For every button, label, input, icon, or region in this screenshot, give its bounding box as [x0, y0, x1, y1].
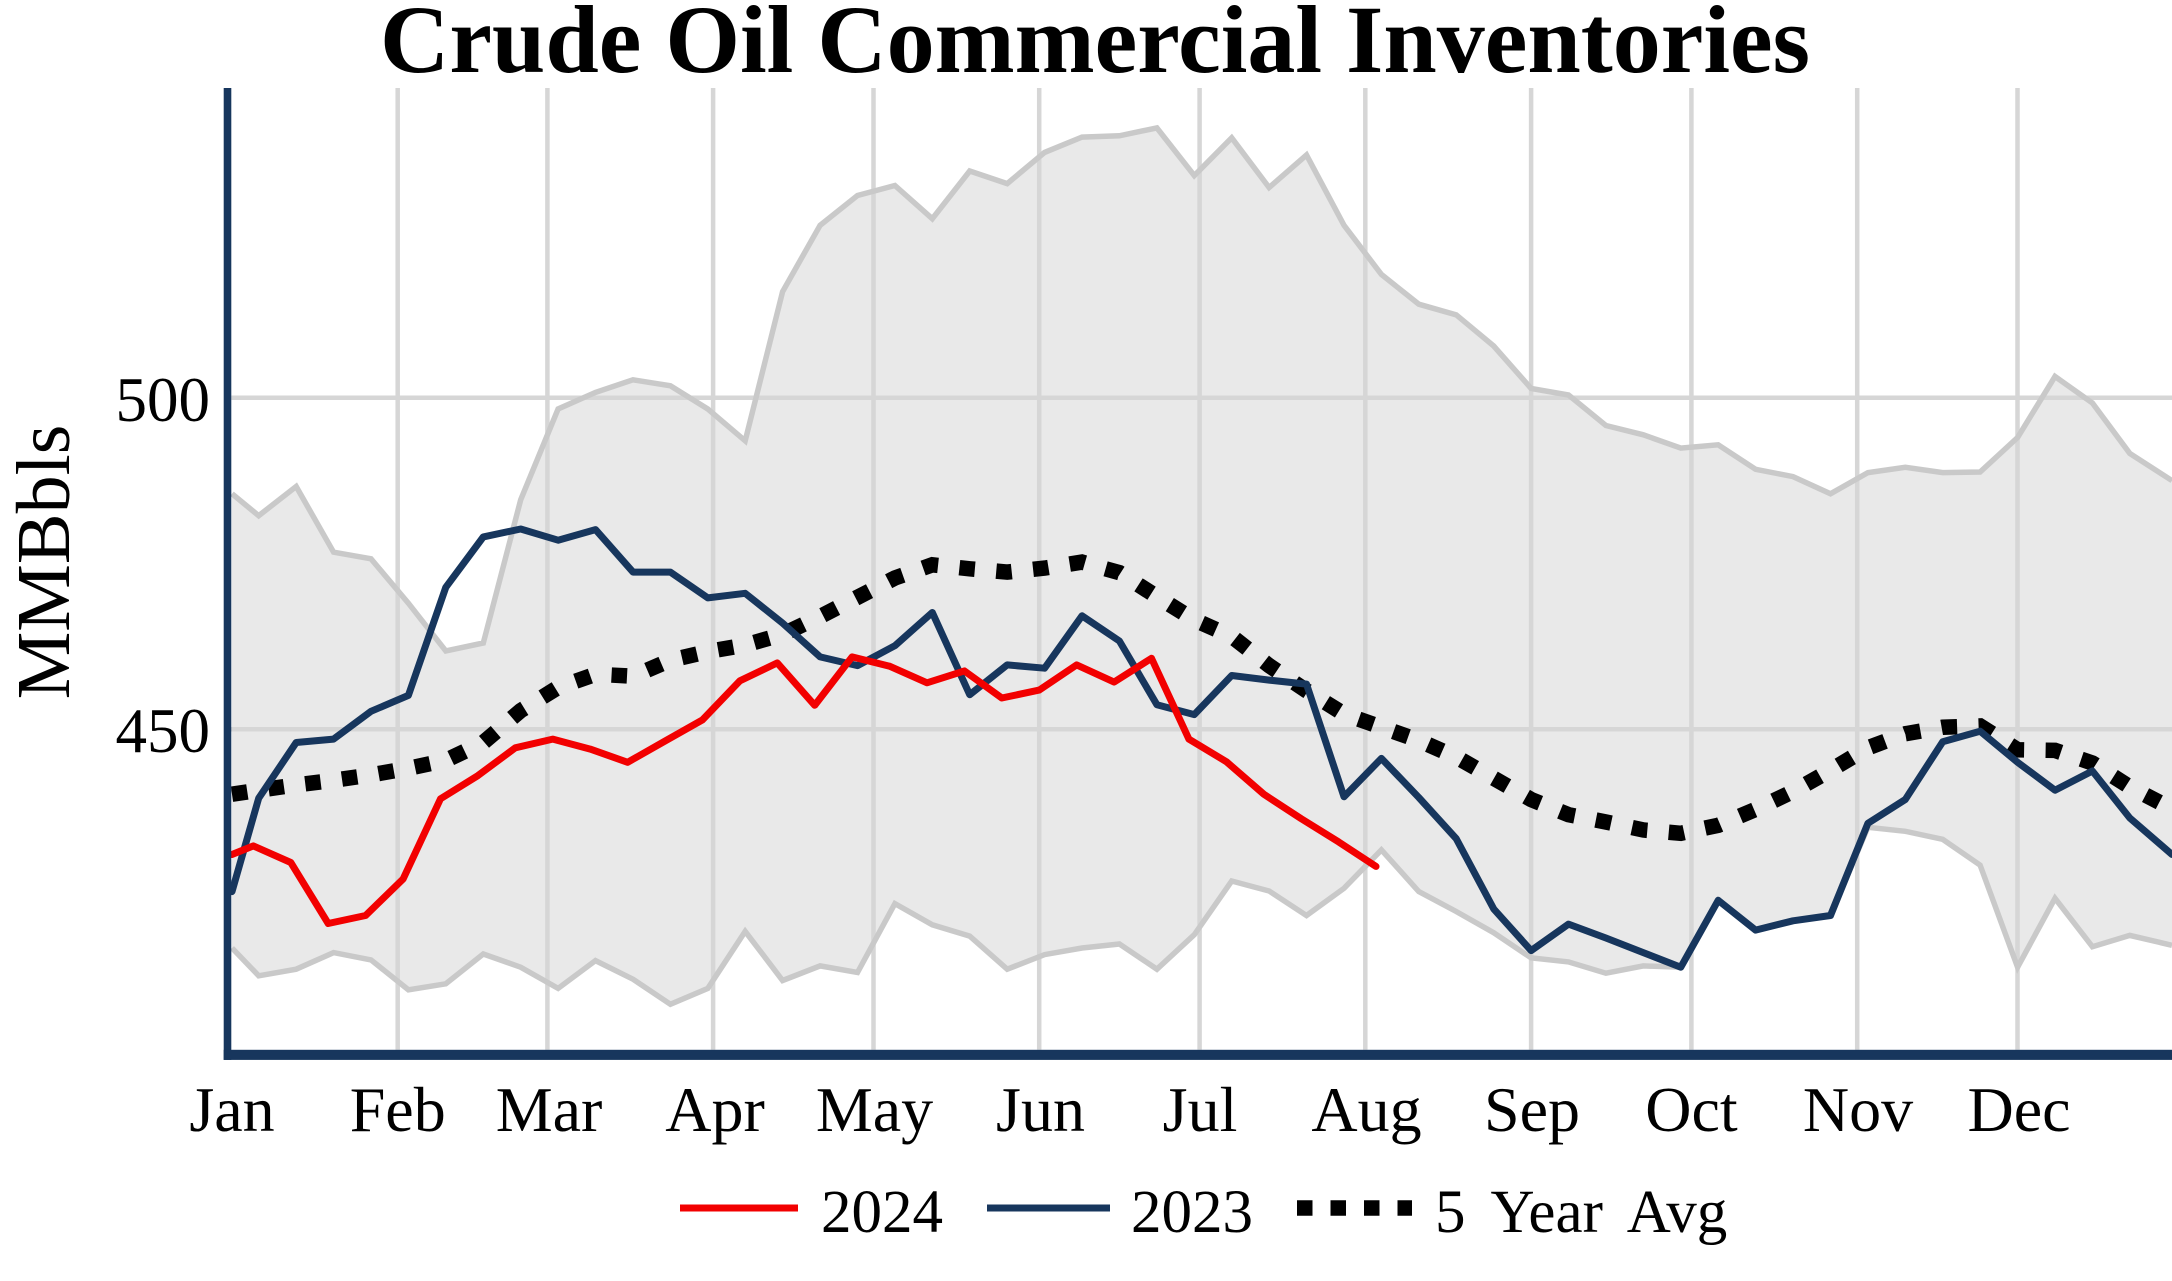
- svg-text:Jan: Jan: [189, 1074, 274, 1145]
- svg-text:5 Year Avg: 5 Year Avg: [1435, 1179, 1727, 1246]
- svg-text:Jul: Jul: [1163, 1074, 1238, 1145]
- svg-text:Crude Oil Commercial Inventori: Crude Oil Commercial Inventories: [380, 0, 1810, 93]
- svg-text:Feb: Feb: [350, 1074, 446, 1145]
- svg-text:500: 500: [116, 365, 211, 435]
- svg-text:Sep: Sep: [1484, 1074, 1580, 1145]
- svg-text:Dec: Dec: [1967, 1074, 2070, 1145]
- svg-text:Apr: Apr: [665, 1074, 765, 1145]
- svg-text:MMBbls: MMBbls: [2, 425, 86, 700]
- svg-text:Jun: Jun: [996, 1074, 1085, 1145]
- svg-text:Aug: Aug: [1311, 1074, 1421, 1145]
- svg-text:Mar: Mar: [496, 1074, 603, 1145]
- svg-text:Nov: Nov: [1803, 1074, 1913, 1145]
- svg-text:May: May: [816, 1074, 933, 1145]
- svg-text:Oct: Oct: [1645, 1074, 1738, 1145]
- svg-text:450: 450: [116, 696, 211, 766]
- svg-text:2024: 2024: [821, 1179, 943, 1246]
- svg-text:2023: 2023: [1131, 1179, 1253, 1246]
